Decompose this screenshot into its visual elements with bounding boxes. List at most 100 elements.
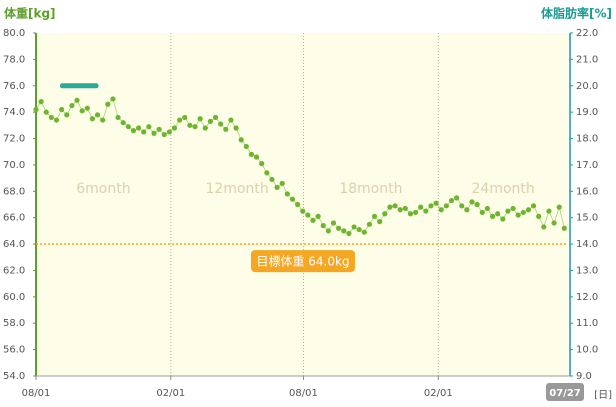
y-tick-label: 76.0 bbox=[3, 81, 25, 92]
data-point bbox=[151, 130, 157, 136]
data-point bbox=[412, 209, 419, 216]
data-point bbox=[202, 125, 208, 131]
data-point bbox=[274, 184, 280, 190]
data-point bbox=[515, 212, 521, 218]
target-badge bbox=[251, 250, 355, 273]
y-tick-label: 66.0 bbox=[3, 213, 25, 224]
data-point bbox=[377, 219, 383, 225]
y2-tick-label: 21.0 bbox=[576, 54, 598, 65]
data-point bbox=[361, 229, 367, 235]
data-point bbox=[74, 97, 80, 103]
data-point bbox=[454, 195, 460, 201]
data-point bbox=[43, 109, 49, 115]
data-point bbox=[305, 212, 311, 218]
data-point bbox=[330, 220, 337, 226]
data-point bbox=[392, 203, 398, 209]
data-point bbox=[79, 108, 85, 114]
data-point bbox=[459, 203, 465, 209]
data-point bbox=[120, 120, 126, 126]
data-point bbox=[428, 203, 434, 209]
y2-tick-label: 15.0 bbox=[576, 213, 598, 224]
y-tick-label: 72.0 bbox=[3, 134, 25, 145]
data-point bbox=[89, 116, 96, 122]
plot-background bbox=[36, 33, 568, 376]
data-point bbox=[382, 211, 388, 217]
data-point bbox=[248, 151, 255, 157]
data-point bbox=[320, 223, 326, 229]
data-point bbox=[264, 170, 270, 176]
data-point bbox=[479, 209, 485, 216]
data-point bbox=[520, 209, 526, 216]
data-point bbox=[130, 128, 137, 134]
y2-tick-label: 9.0 bbox=[576, 371, 592, 382]
data-point bbox=[238, 137, 244, 143]
data-point bbox=[146, 124, 152, 130]
data-point bbox=[433, 200, 439, 206]
data-point bbox=[177, 117, 183, 123]
y-tick-label: 56.0 bbox=[3, 345, 25, 356]
data-point bbox=[438, 207, 444, 213]
data-point bbox=[33, 106, 39, 113]
data-point bbox=[182, 114, 188, 121]
data-point bbox=[125, 124, 131, 130]
y-tick-label: 78.0 bbox=[3, 54, 25, 65]
y2-tick-label: 10.0 bbox=[576, 345, 598, 356]
x-tick-label: 08/01 bbox=[289, 388, 318, 399]
y-tick-label: 68.0 bbox=[3, 186, 25, 197]
data-point bbox=[366, 221, 373, 227]
data-point bbox=[259, 161, 265, 167]
data-point bbox=[253, 154, 260, 160]
period-label: 12month bbox=[206, 181, 269, 197]
data-point bbox=[187, 122, 193, 128]
data-point bbox=[300, 208, 306, 214]
data-point bbox=[289, 196, 296, 202]
data-point bbox=[371, 213, 378, 219]
x-end-box bbox=[546, 383, 584, 401]
y-tick-label: 70.0 bbox=[3, 160, 25, 171]
data-point bbox=[218, 121, 224, 127]
data-point bbox=[166, 129, 172, 135]
data-point bbox=[269, 176, 275, 183]
data-point bbox=[295, 201, 301, 208]
y2-tick-label: 12.0 bbox=[576, 292, 598, 303]
y2-tick-label: 22.0 bbox=[576, 28, 598, 39]
data-point bbox=[469, 199, 475, 205]
data-point bbox=[356, 226, 362, 233]
data-point bbox=[100, 117, 106, 123]
data-point bbox=[336, 225, 342, 231]
data-point bbox=[243, 143, 249, 150]
data-point bbox=[397, 207, 403, 213]
data-point bbox=[64, 112, 70, 118]
y2-tick-label: 16.0 bbox=[576, 186, 598, 197]
data-point bbox=[171, 125, 178, 131]
data-point bbox=[387, 204, 393, 210]
data-point bbox=[536, 213, 542, 219]
y2-axis-title: 体脂肪率[%] bbox=[541, 6, 612, 21]
period-label: 24month bbox=[472, 181, 535, 197]
data-point bbox=[489, 213, 496, 219]
data-point bbox=[418, 204, 424, 210]
data-point bbox=[197, 116, 203, 122]
y-tick-label: 62.0 bbox=[3, 265, 25, 276]
data-point bbox=[530, 203, 537, 209]
data-point bbox=[228, 117, 234, 123]
data-point bbox=[525, 207, 532, 213]
y-tick-label: 64.0 bbox=[3, 239, 25, 250]
data-point bbox=[141, 129, 147, 135]
data-point bbox=[505, 208, 511, 214]
data-point bbox=[346, 230, 352, 237]
y2-tick-label: 14.0 bbox=[576, 239, 598, 250]
data-point bbox=[48, 114, 54, 121]
y-tick-label: 74.0 bbox=[3, 107, 25, 118]
data-point bbox=[233, 125, 239, 131]
data-point bbox=[500, 216, 506, 222]
x-end-label: 07/27 bbox=[549, 388, 581, 399]
data-point bbox=[423, 208, 429, 214]
data-point bbox=[284, 191, 290, 197]
data-point bbox=[53, 117, 60, 123]
y2-tick-label: 20.0 bbox=[576, 81, 598, 92]
data-point bbox=[161, 131, 167, 138]
data-point bbox=[59, 106, 65, 113]
data-point bbox=[495, 211, 501, 217]
